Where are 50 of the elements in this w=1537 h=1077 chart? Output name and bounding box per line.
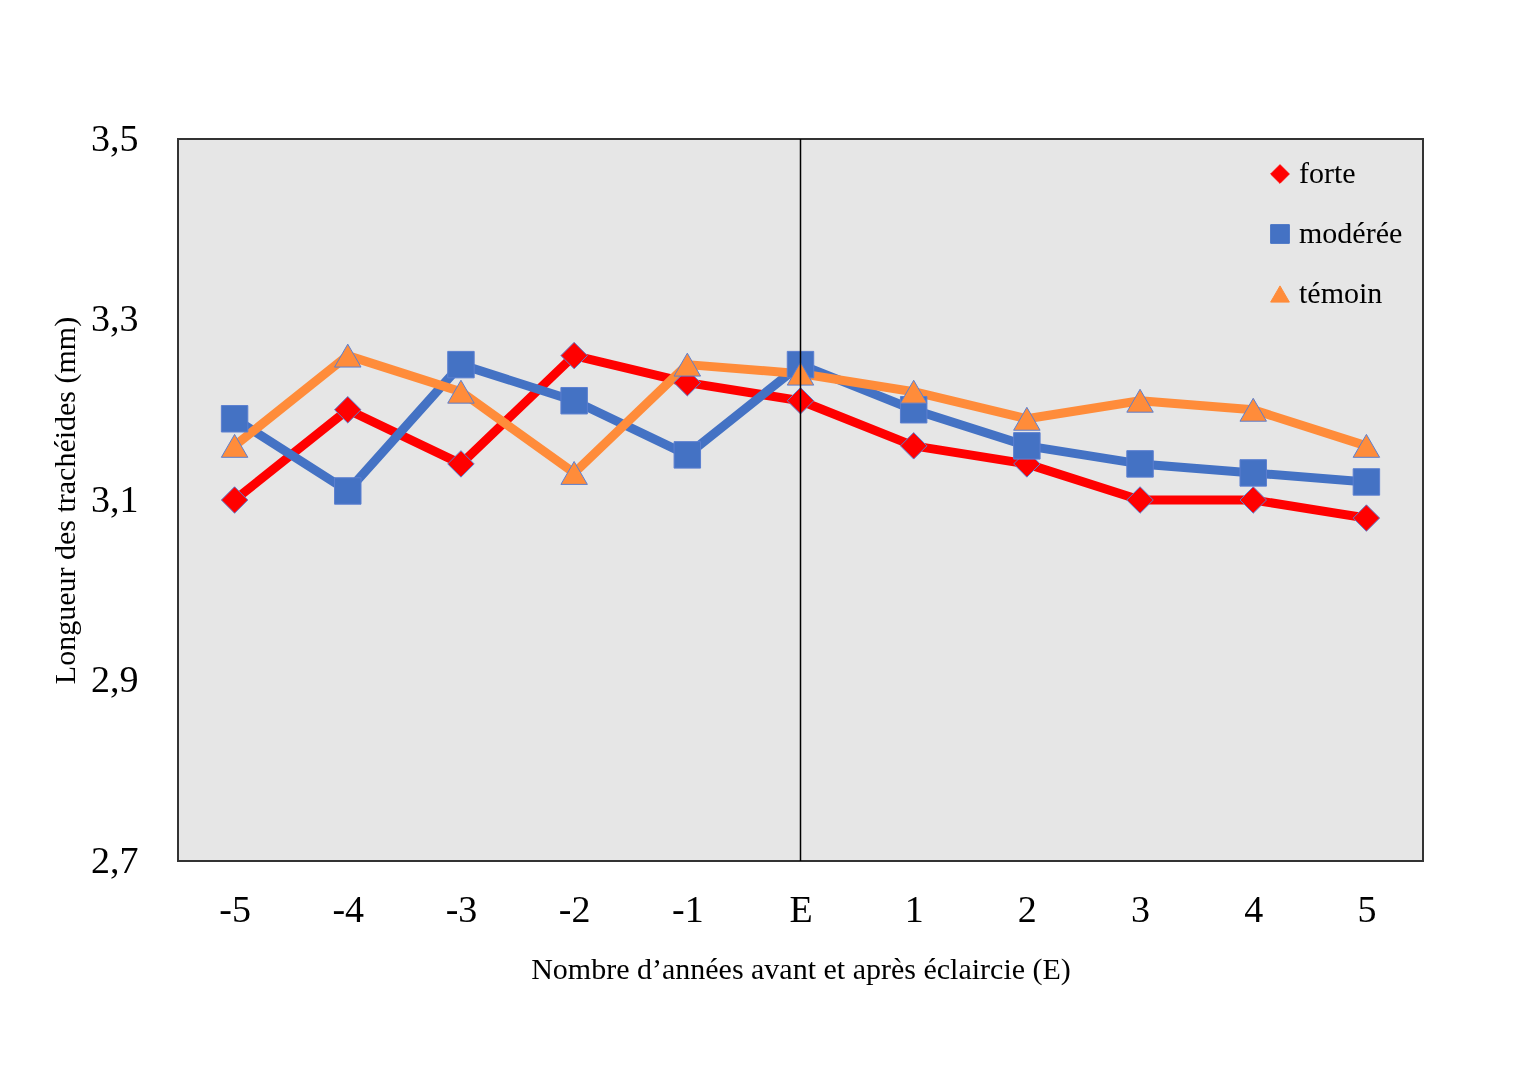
- y-tick-label: 3,3: [91, 297, 139, 339]
- point: [1013, 406, 1041, 431]
- point: [1239, 459, 1267, 487]
- point: [220, 405, 249, 433]
- point: [1126, 388, 1154, 413]
- point: [334, 477, 362, 505]
- x-tick-label: -2: [558, 887, 591, 930]
- x-tick-label: 5: [1357, 887, 1377, 930]
- point: [1352, 433, 1381, 458]
- y-tick-label: 2,9: [91, 658, 139, 700]
- y-tick-label: 2,7: [91, 838, 139, 881]
- point: [1013, 432, 1041, 460]
- legend-label: modérée: [1299, 216, 1403, 249]
- point: [786, 361, 815, 386]
- point: [560, 460, 588, 485]
- point: [447, 379, 475, 404]
- x-tick-label: 3: [1131, 887, 1151, 930]
- point: [560, 387, 588, 415]
- point: [220, 486, 249, 514]
- point: [220, 433, 249, 458]
- x-tick-label: -1: [671, 887, 704, 930]
- x-tick-label: E: [789, 887, 813, 930]
- point: [1352, 504, 1381, 532]
- point: [1126, 486, 1154, 514]
- point: [786, 387, 815, 415]
- x-tick-label: 4: [1244, 887, 1264, 930]
- y-axis-title: Longueur des trachéides (mm): [48, 316, 82, 685]
- x-tick-label: -3: [445, 887, 478, 930]
- point: [673, 352, 702, 377]
- x-tick-label: 1: [904, 887, 924, 930]
- point: [899, 379, 928, 404]
- x-tick-label: -5: [219, 887, 251, 930]
- point: [1352, 468, 1381, 496]
- y-tick-label: 3,1: [91, 477, 139, 520]
- x-tick-label: -4: [332, 887, 365, 930]
- point: [1239, 486, 1267, 514]
- point: [560, 341, 588, 370]
- point: [334, 343, 362, 368]
- point: [334, 396, 362, 424]
- point: [673, 441, 702, 469]
- point: [447, 450, 475, 478]
- legend-label: témoin: [1299, 276, 1383, 309]
- point: [899, 432, 928, 460]
- point: [447, 350, 475, 379]
- x-axis-title: Nombre d’années avant et après éclaircie (E): [531, 951, 1071, 986]
- legend-label: forte: [1299, 156, 1356, 189]
- point: [1239, 397, 1267, 422]
- y-tick-label: 3,5: [91, 116, 139, 159]
- point: [1126, 450, 1154, 478]
- x-tick-label: 2: [1017, 887, 1037, 930]
